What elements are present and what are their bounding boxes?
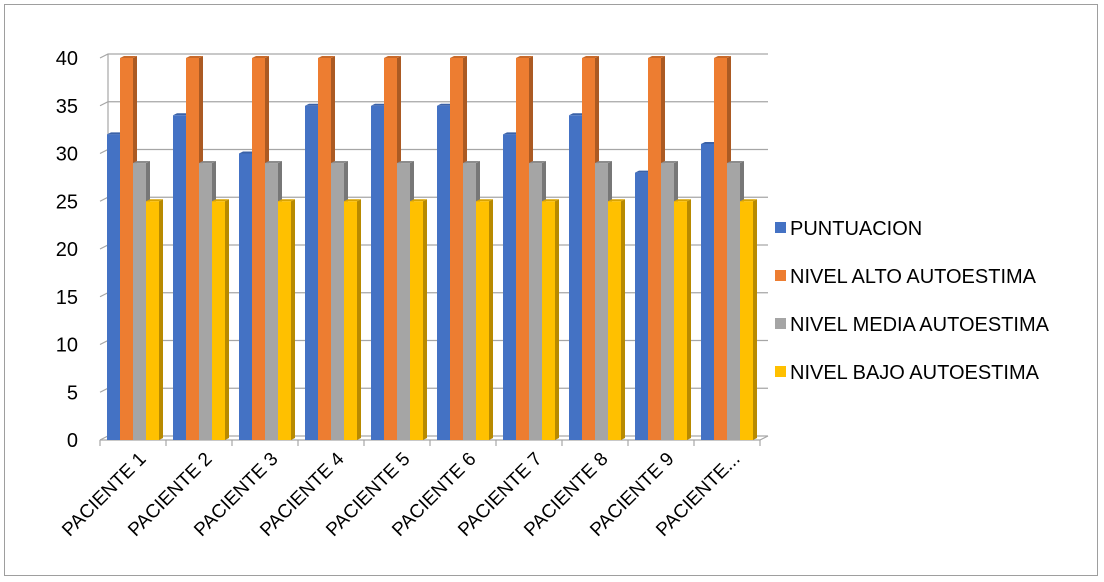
bar [278,199,295,440]
legend-swatch [775,222,786,233]
bar [146,199,163,440]
legend-swatch [775,318,786,329]
legend-label: PUNTUACION [790,218,922,240]
bar [476,199,493,440]
legend-item: NIVEL MEDIA AUTOESTIMA [775,314,1050,336]
bar [740,199,757,440]
y-tick-label: 10 [56,335,78,357]
y-tick-label: 20 [56,239,78,261]
y-tick-label: 30 [56,144,78,166]
legend-item: PUNTUACION [775,218,922,240]
bar [212,199,229,440]
legend-label: NIVEL BAJO AUTOESTIMA [790,362,1040,384]
y-tick-label: 15 [56,287,78,309]
bar [608,199,625,440]
y-tick-label: 35 [56,96,78,118]
bar [344,199,361,440]
y-tick-label: 25 [56,191,78,213]
y-tick-label: 5 [67,382,78,404]
y-axis-ticks: 0 5 10 15 20 25 30 35 40 [56,48,78,452]
legend: PUNTUACION NIVEL ALTO AUTOESTIMA NIVEL MED… [775,218,1050,384]
legend-label: NIVEL ALTO AUTOESTIMA [790,266,1037,288]
legend-swatch [775,270,786,281]
bar [410,199,427,440]
bar [542,199,559,440]
legend-item: NIVEL ALTO AUTOESTIMA [775,266,1037,288]
legend-label: NIVEL MEDIA AUTOESTIMA [790,314,1050,336]
y-tick-label: 40 [56,48,78,70]
legend-swatch [775,366,786,377]
bars [107,56,757,441]
y-tick-label: 0 [67,430,78,452]
bar [674,199,691,440]
legend-item: NIVEL BAJO AUTOESTIMA [775,362,1040,384]
